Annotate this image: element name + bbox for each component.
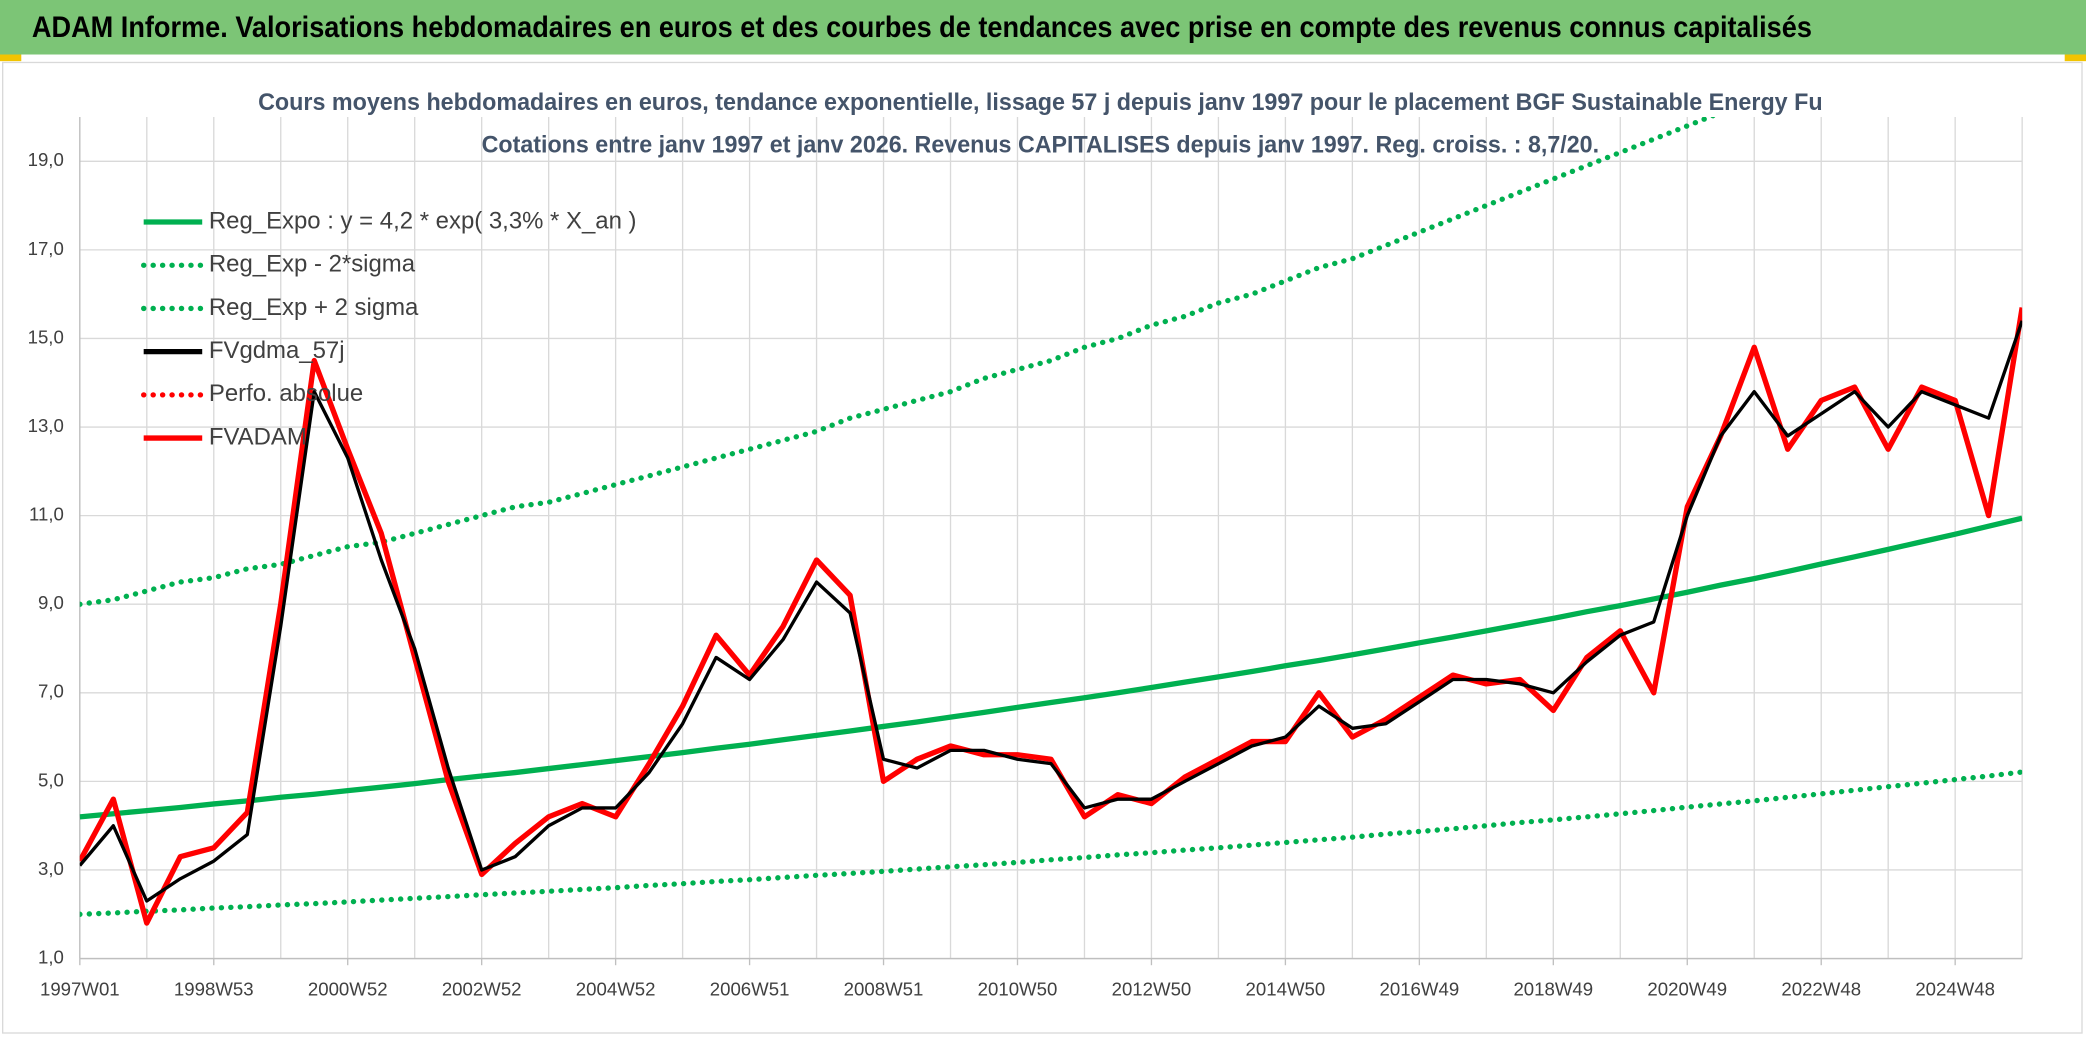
chart-border (1, 61, 2083, 1034)
legend-label: FVgdma_57j (209, 337, 345, 364)
x-tick-label: 2024W48 (1915, 978, 1995, 999)
y-tick-label: 11,0 (29, 504, 64, 525)
y-tick-label: 7,0 (38, 681, 64, 702)
legend-label: FVADAM (209, 423, 307, 450)
y-tick-label: 9,0 (38, 592, 64, 613)
y-tick-label: 5,0 (38, 769, 64, 790)
chart-title: Cours moyens hebdomadaires en euros, ten… (258, 89, 1823, 116)
x-tick-label: 1998W53 (174, 978, 254, 999)
x-tick-label: 2014W50 (1246, 978, 1326, 999)
series-line (79, 116, 1717, 607)
x-tick-label: 1997W01 (40, 978, 120, 999)
header-band (0, 0, 2086, 55)
series-line (79, 320, 2023, 903)
y-tick-label: 15,0 (28, 326, 64, 347)
x-tick-label: 2020W49 (1647, 978, 1727, 999)
y-tick-label: 13,0 (28, 415, 64, 436)
x-tick-label: 2000W52 (308, 978, 388, 999)
y-tick-label: 1,0 (38, 946, 64, 967)
legend-label: Reg_Exp - 2*sigma (209, 251, 416, 278)
x-tick-label: 2016W49 (1380, 978, 1460, 999)
y-tick-label: 17,0 (28, 238, 64, 259)
y-tick-label: 19,0 (28, 149, 64, 170)
x-tick-label: 2018W49 (1513, 978, 1593, 999)
y-tick-label: 3,0 (38, 858, 64, 879)
series-line (79, 769, 2023, 917)
header-title: ADAM Informe. Valorisations hebdomadaire… (32, 12, 1812, 44)
legend-label: Reg_Expo : y = 4,2 * exp( 3,3% * X_an ) (209, 207, 637, 234)
x-tick-label: 2008W51 (844, 978, 924, 999)
x-tick-label: 2002W52 (442, 978, 522, 999)
x-tick-label: 2010W50 (978, 978, 1058, 999)
legend-label: Perfo. absolue (209, 380, 363, 407)
series-line (79, 515, 2023, 820)
x-tick-label: 2012W50 (1112, 978, 1192, 999)
plot-area: 1,0 3,0 5,0 7,0 9,0 11,0 13,0 15,0 17,0 19,0 1997W… (28, 116, 2023, 999)
legend-label: Reg_Exp + 2 sigma (209, 294, 419, 321)
x-tick-label: 2006W51 (710, 978, 790, 999)
x-tick-label: 2004W52 (576, 978, 656, 999)
chart-subtitle: Cotations entre janv 1997 et janv 2026. … (482, 132, 1599, 159)
x-tick-label: 2022W48 (1781, 978, 1861, 999)
corner-tab (0, 54, 22, 62)
corner-tab (2064, 54, 2086, 62)
